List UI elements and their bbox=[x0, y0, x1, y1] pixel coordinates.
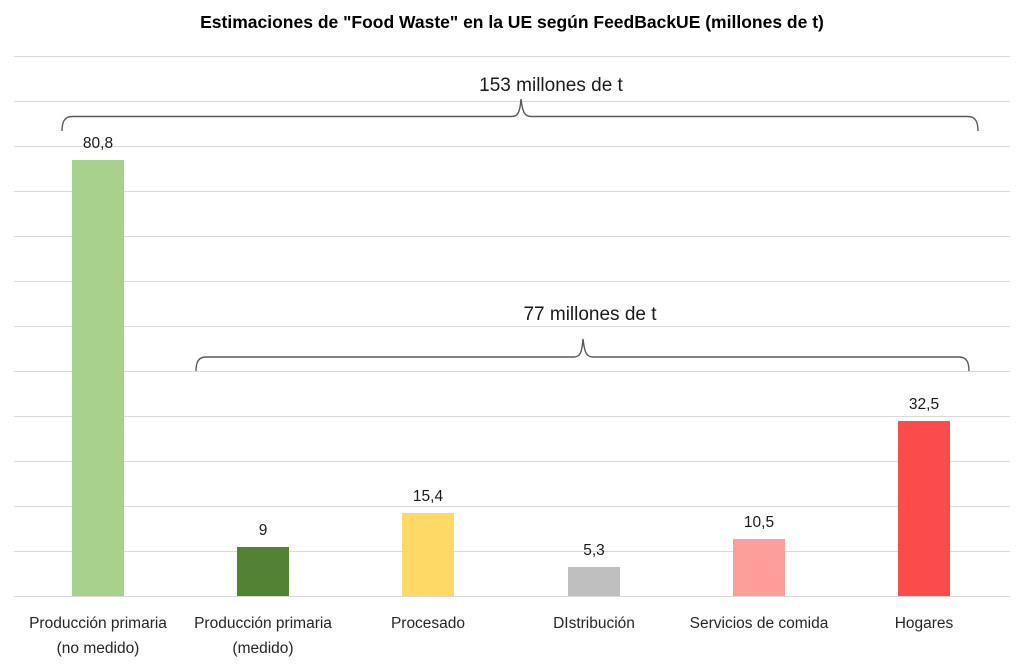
gridline bbox=[14, 596, 1010, 597]
category-label-3: Procesado bbox=[339, 611, 517, 636]
gridline bbox=[14, 506, 1010, 507]
gridline bbox=[14, 101, 1010, 102]
bar-2 bbox=[237, 547, 289, 596]
category-label-line: (no medido) bbox=[56, 640, 140, 657]
gridline bbox=[14, 551, 1010, 552]
category-label-1: Producción primaria (no medido) bbox=[9, 611, 187, 661]
gridline bbox=[14, 371, 1010, 372]
category-label-line: Hogares bbox=[894, 615, 954, 632]
gridline bbox=[14, 146, 1010, 147]
chart-title: Estimaciones de "Food Waste" en la UE se… bbox=[200, 12, 824, 32]
value-label-5: 10,5 bbox=[743, 514, 775, 532]
bar-6 bbox=[898, 420, 950, 596]
category-label-line: (medido) bbox=[232, 640, 294, 657]
category-label-4: DIstribución bbox=[505, 611, 683, 636]
category-label-6: Hogares bbox=[835, 611, 1013, 636]
total-annotation-label: 153 millones de t bbox=[479, 75, 623, 96]
bar-4 bbox=[568, 567, 620, 596]
bar-1 bbox=[72, 159, 124, 596]
gridline bbox=[14, 326, 1010, 327]
value-label-3: 15,4 bbox=[412, 487, 444, 505]
value-label-1: 80,8 bbox=[82, 134, 114, 152]
category-label-2: Producción primaria (medido) bbox=[174, 611, 352, 661]
partial-brace bbox=[195, 338, 970, 372]
gridline bbox=[14, 236, 1010, 237]
partial-annotation-label: 77 millones de t bbox=[523, 304, 657, 325]
bar-5 bbox=[733, 539, 785, 596]
gridline bbox=[14, 416, 1010, 417]
bar-3 bbox=[402, 512, 454, 596]
category-label-line: Producción primaria bbox=[194, 615, 332, 632]
value-label-2: 9 bbox=[258, 522, 268, 540]
category-label-line: DIstribución bbox=[553, 615, 635, 632]
category-label-line: Procesado bbox=[390, 615, 466, 632]
category-label-line: Producción primaria bbox=[29, 615, 167, 632]
value-label-4: 5,3 bbox=[583, 542, 605, 560]
category-label-line: Servicios de comida bbox=[689, 615, 829, 632]
total-brace bbox=[61, 98, 979, 132]
value-label-6: 32,5 bbox=[908, 395, 940, 413]
gridline bbox=[14, 281, 1010, 282]
category-label-5: Servicios de comida bbox=[670, 611, 848, 636]
gridline bbox=[14, 56, 1010, 57]
gridline bbox=[14, 191, 1010, 192]
gridline bbox=[14, 461, 1010, 462]
